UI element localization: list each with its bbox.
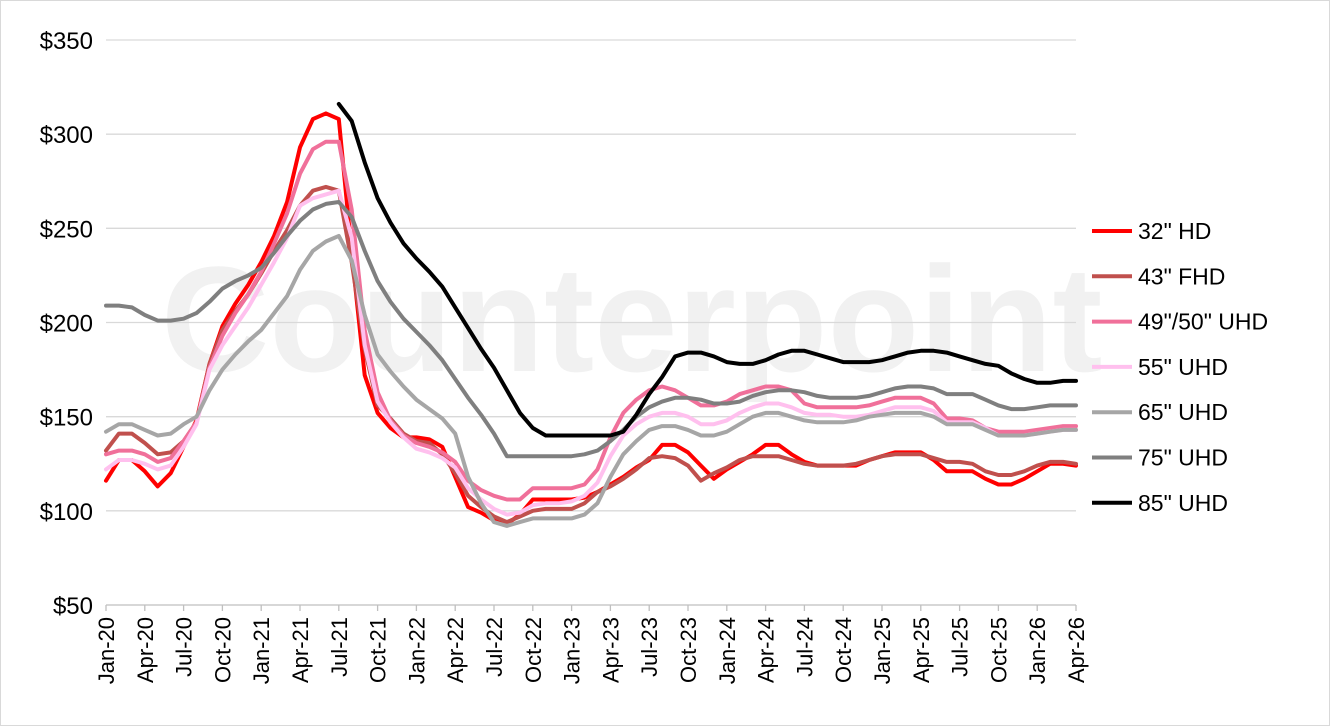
legend: 32" HD 43" FHD 49"/50" UHD 55" UHD 65" UHD 75… [1092,218,1268,516]
x-tick-label: Apr-22 [443,617,468,683]
x-tick-label: Apr-24 [754,617,779,683]
x-tick-label: Jan-20 [94,617,119,684]
x-tick-label: Apr-21 [288,617,313,683]
y-axis-ticks: $50 $100 $150 $200 $250 $300 $350 [40,28,93,620]
x-tick-label: Jan-23 [560,617,585,684]
legend-label: 43" FHD [1138,263,1225,289]
x-tick-label: Jan-21 [249,617,274,684]
x-tick-label: Apr-23 [598,617,623,683]
y-tick-label: $350 [40,28,93,55]
y-tick-label: $150 [40,405,93,432]
x-tick-label: Oct-22 [521,617,546,683]
legend-label: 32" HD [1138,218,1211,244]
x-tick-label: Jul-22 [482,617,507,677]
y-tick-label: $250 [40,216,93,243]
x-tick-label: Jan-24 [715,617,740,684]
legend-label: 85" UHD [1138,490,1228,516]
x-tick-label: Jul-23 [637,617,662,677]
series-line-4 [104,233,1078,528]
x-tick-label: Oct-20 [210,617,235,683]
legend-label: 65" UHD [1138,399,1228,425]
gridlines [106,39,1076,606]
x-tick-label: Oct-24 [831,617,856,683]
x-tick-label: Oct-23 [676,617,701,683]
x-tick-label: Apr-26 [1064,617,1089,683]
x-tick-label: Jan-26 [1025,617,1050,684]
legend-label: 75" UHD [1138,445,1228,471]
x-tick-label: Oct-25 [986,617,1011,683]
legend-label: 55" UHD [1138,354,1228,380]
x-tick-label: Jul-25 [948,617,973,677]
y-tick-label: $100 [40,499,93,526]
x-tick-label: Jul-20 [172,617,197,677]
series-line-3 [104,188,1078,517]
x-tick-label: Jul-21 [327,617,352,677]
x-tick-label: Apr-25 [909,617,934,683]
y-tick-label: $50 [53,593,93,620]
x-axis-ticks: Jan-20 Apr-20 Jul-20 Oct-20 Jan-21 Apr-21 Jul-… [94,605,1089,684]
x-tick-label: Jan-22 [404,617,429,684]
series-line-5 [104,200,1078,459]
y-tick-label: $200 [40,311,93,338]
x-tick-label: Jul-24 [792,617,817,677]
y-tick-label: $300 [40,122,93,149]
watermark-text: Counterpoint [161,235,1102,403]
x-tick-label: Jan-25 [870,617,895,684]
series-line-6 [336,102,1078,438]
x-tick-label: Apr-20 [133,617,158,683]
legend-label: 49"/50" UHD [1138,309,1268,335]
series-lines [104,102,1078,528]
x-tick-label: Oct-21 [366,617,391,683]
